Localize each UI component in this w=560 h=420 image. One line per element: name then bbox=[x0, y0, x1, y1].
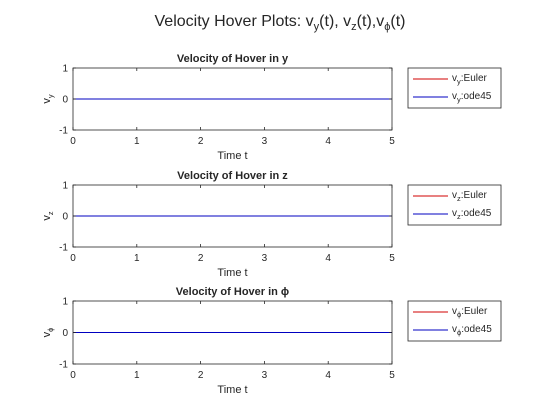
subplot-2-legend-label-euler-sub: z bbox=[457, 194, 461, 203]
subplot-1-ytick-label--1: -1 bbox=[59, 126, 68, 137]
subplot-1-legend-label-ode45: vy:ode45 bbox=[452, 91, 492, 104]
figure-title-part-2-base: v bbox=[376, 13, 384, 30]
figure-title-part-0-sub: y bbox=[314, 21, 320, 33]
subplot-3-legend-label-ode45-base: v bbox=[452, 324, 457, 335]
subplot-1-ytick-label-0: 0 bbox=[62, 95, 68, 106]
subplot-1-legend-label-euler-tail: :Euler bbox=[461, 73, 488, 84]
subplot-3-ytick-label-1: 1 bbox=[62, 297, 68, 308]
subplot-3-ytick-label--1: -1 bbox=[59, 360, 68, 371]
figure-title-part-1-base: v bbox=[343, 13, 351, 30]
subplot-2-xtick-label-2: 2 bbox=[198, 253, 204, 264]
subplot-2-legend-label-ode45-sub: z bbox=[457, 212, 461, 221]
subplot-2-legend-label-ode45: vz:ode45 bbox=[452, 208, 492, 221]
subplot-3-title: Velocity of Hover in ϕ bbox=[176, 286, 289, 298]
figure-title-prefix: Velocity Hover Plots: bbox=[155, 13, 306, 30]
subplot-3-legend-label-euler-base: v bbox=[452, 306, 457, 317]
subplot-2-xlabel: Time t bbox=[217, 267, 247, 279]
subplot-1-legend-label-ode45-tail: :ode45 bbox=[461, 91, 492, 102]
subplot-3-xtick-label-4: 4 bbox=[325, 370, 331, 381]
subplot-1-xtick-label-5: 5 bbox=[389, 136, 395, 147]
subplot-1-legend-box bbox=[407, 67, 502, 109]
subplot-3-xtick-label-1: 1 bbox=[134, 370, 140, 381]
figure-title-part-0-base: v bbox=[306, 13, 314, 30]
subplot-2-ylabel: vz bbox=[41, 211, 55, 221]
subplot-1-xtick-label-3: 3 bbox=[262, 136, 268, 147]
subplot-1-xtick-label-1: 1 bbox=[134, 136, 140, 147]
figure-title-part-2-tail: (t) bbox=[390, 13, 405, 30]
subplot-1-legend-label-ode45-base: v bbox=[452, 91, 457, 102]
subplot-3-legend-label-ode45-tail: :ode45 bbox=[461, 324, 492, 335]
subplot-1-ylabel: vy bbox=[41, 94, 55, 104]
figure-title-part-1-tail: (t), bbox=[357, 13, 377, 30]
subplot-3-legend-label-euler-sub: ϕ bbox=[457, 310, 461, 319]
subplot-3-xlabel: Time t bbox=[217, 384, 247, 396]
subplot-3-xtick-label-3: 3 bbox=[262, 370, 268, 381]
subplot-3-xtick-label-5: 5 bbox=[389, 370, 395, 381]
subplot-2-ytick-label-1: 1 bbox=[62, 181, 68, 192]
subplot-1-xtick-label-0: 0 bbox=[70, 136, 76, 147]
subplot-3-ylabel-base: v bbox=[41, 331, 53, 337]
subplot-2-ylabel-sub: z bbox=[46, 211, 55, 215]
subplot-3-ytick-label-0: 0 bbox=[62, 328, 68, 339]
subplot-2-legend-label-ode45-tail: :ode45 bbox=[461, 208, 492, 219]
subplot-2-title: Velocity of Hover in z bbox=[177, 170, 288, 182]
subplot-2-legend-box bbox=[407, 184, 502, 226]
subplot-1-legend-label-euler-sub: y bbox=[457, 77, 461, 86]
subplot-2-ytick-label--1: -1 bbox=[59, 243, 68, 254]
subplot-2-legend-label-euler: vz:Euler bbox=[452, 190, 488, 203]
subplot-1-ylabel-base: v bbox=[41, 98, 53, 104]
subplot-2-xtick-label-5: 5 bbox=[389, 253, 395, 264]
subplot-3-legend-label-ode45: vϕ:ode45 bbox=[452, 324, 492, 337]
subplot-2-ytick-label-0: 0 bbox=[62, 212, 68, 223]
subplot-2-xtick-label-1: 1 bbox=[134, 253, 140, 264]
subplot-2-legend-label-euler-tail: :Euler bbox=[461, 190, 488, 201]
subplot-3-xtick-label-0: 0 bbox=[70, 370, 76, 381]
subplot-1-legend-label-euler-base: v bbox=[452, 73, 457, 84]
subplot-2-xtick-label-4: 4 bbox=[325, 253, 331, 264]
subplot-1-xtick-label-4: 4 bbox=[325, 136, 331, 147]
subplot-1-legend-label-euler: vy:Euler bbox=[452, 73, 488, 86]
figure-title: Velocity Hover Plots: vy(t), vz(t),vϕ(t) bbox=[155, 13, 406, 33]
figure-title-part-1-sub: z bbox=[351, 21, 357, 33]
subplot-3-xtick-label-2: 2 bbox=[198, 370, 204, 381]
subplot-3-legend-box bbox=[407, 300, 502, 342]
subplot-2-legend-label-euler-base: v bbox=[452, 190, 457, 201]
subplot-3-ylabel: vϕ bbox=[41, 328, 55, 338]
subplot-2-xtick-label-3: 3 bbox=[262, 253, 268, 264]
subplot-2-xtick-label-0: 0 bbox=[70, 253, 76, 264]
subplot-2-ylabel-base: v bbox=[41, 215, 53, 221]
subplot-3-legend-label-ode45-sub: ϕ bbox=[457, 328, 461, 337]
subplot-2-legend-label-ode45-base: v bbox=[452, 208, 457, 219]
subplot-1-ytick-label-1: 1 bbox=[62, 64, 68, 75]
subplot-1-title: Velocity of Hover in y bbox=[177, 53, 289, 65]
figure-title-part-0-tail: (t), bbox=[319, 13, 343, 30]
subplot-1-legend-label-ode45-sub: y bbox=[457, 95, 461, 104]
figure-title-part-2-sub: ϕ bbox=[384, 21, 390, 33]
subplot-3-ylabel-sub: ϕ bbox=[46, 328, 55, 332]
subplot-1-xlabel: Time t bbox=[217, 150, 247, 162]
subplot-1-ylabel-sub: y bbox=[46, 94, 55, 98]
subplot-3-legend-label-euler: vϕ:Euler bbox=[452, 306, 488, 319]
subplot-1-xtick-label-2: 2 bbox=[198, 136, 204, 147]
subplot-3-legend-label-euler-tail: :Euler bbox=[461, 306, 488, 317]
